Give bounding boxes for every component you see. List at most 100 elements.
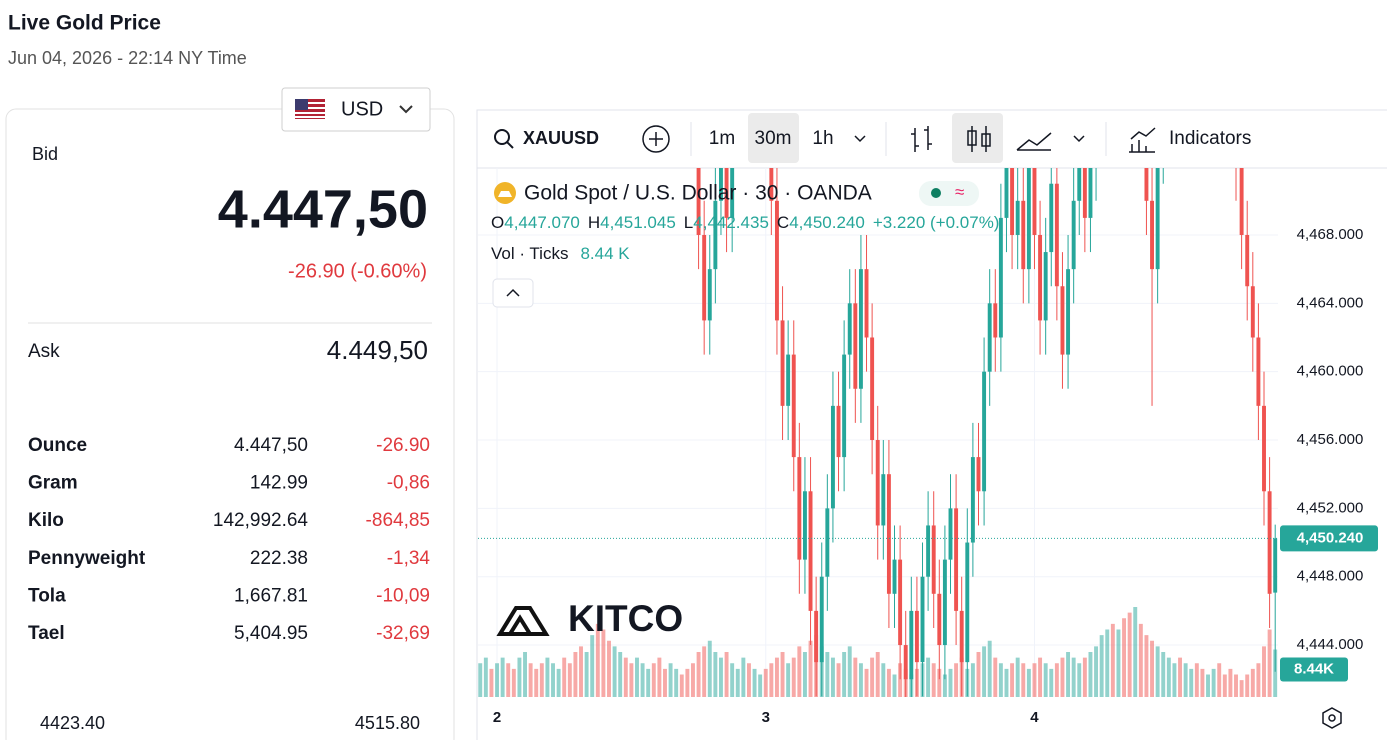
compare-button[interactable]: [642, 125, 670, 153]
unit-change: -864,85: [366, 510, 430, 531]
range-high: 4515.80: [355, 713, 420, 733]
ohlc-value: 4,451.045: [600, 213, 676, 232]
bid-change: -26.90 (-0.60%): [288, 260, 427, 282]
volume-bar: [1211, 668, 1216, 697]
candle-body: [646, 0, 650, 13]
interval-button[interactable]: 1h: [812, 128, 833, 149]
volume-bar: [489, 668, 494, 697]
unit-name: Gram: [28, 473, 78, 494]
volume-bar: [1082, 657, 1087, 697]
volume-bar: [830, 657, 835, 697]
last-price-label: 4,450.240: [1297, 529, 1364, 546]
volume-bar: [668, 663, 673, 697]
ohlc-value: 4,450.240: [789, 213, 865, 232]
volume-bar: [618, 652, 623, 697]
volume-bar: [483, 657, 488, 697]
interval-button[interactable]: 1m: [709, 128, 735, 149]
volume-bar: [864, 668, 869, 697]
chart-type-button[interactable]: [1016, 132, 1085, 151]
volume-bar: [607, 640, 611, 697]
candle-body: [1077, 168, 1082, 201]
y-tick-label: 4,452.000: [1297, 499, 1364, 516]
candle-body: [764, 0, 768, 81]
y-tick-label: 4,464.000: [1297, 294, 1364, 311]
volume-bar: [663, 668, 667, 697]
candle-body: [836, 405, 841, 458]
volume-bar: [937, 668, 942, 697]
interval-button[interactable]: 30m: [755, 128, 792, 149]
candle-body: [808, 491, 813, 611]
collapse-button[interactable]: [492, 278, 534, 308]
candle-body: [948, 508, 953, 560]
candle-body: [601, 13, 605, 81]
volume-bar: [825, 652, 830, 697]
candle-body: [512, 0, 516, 30]
gold-bar-icon: [498, 191, 512, 197]
indicators-button[interactable]: Indicators: [1129, 127, 1251, 153]
candle-body: [489, 13, 493, 81]
volume-bar: [685, 668, 690, 697]
volume-legend: Vol · Ticks 8.44 K: [491, 244, 630, 263]
volume-bar: [1222, 674, 1227, 697]
volume-bar: [500, 657, 505, 697]
collapse-chevron: [506, 288, 520, 297]
y-tick-label: 4,460.000: [1297, 363, 1364, 380]
candle-body: [1032, 168, 1037, 235]
symbol-search[interactable]: XAUUSD: [494, 128, 599, 149]
candle-style-button[interactable]: [967, 126, 991, 152]
candle-body: [534, 0, 538, 13]
candle-body: [1150, 200, 1154, 270]
volume-bar: [1015, 657, 1020, 697]
unit-price: 4.447,50: [234, 435, 308, 456]
candle-body: [802, 491, 807, 560]
ohlc-legend: O4,447.070 H4,451.045 L4,442.435 C4,450.240…: [491, 213, 999, 232]
candle-body: [1060, 286, 1065, 355]
candle-body: [747, 13, 751, 98]
candle-body: [875, 440, 880, 526]
candle-body: [769, 168, 774, 201]
volume-bar: [1256, 663, 1261, 697]
candle-body: [517, 0, 521, 30]
interval-menu[interactable]: [854, 135, 866, 143]
candle-body: [1021, 200, 1026, 270]
candle-body: [1111, 0, 1115, 47]
indicators-label[interactable]: Indicators: [1169, 128, 1251, 149]
volume-bar: [657, 657, 662, 697]
volume-bar: [1144, 635, 1149, 697]
currency-label[interactable]: USD: [341, 98, 383, 120]
symbol[interactable]: XAUUSD: [523, 128, 599, 148]
volume-bar: [1183, 663, 1188, 697]
volume-bar: [1200, 668, 1205, 697]
candle-body: [1144, 168, 1149, 201]
candle-body: [1206, 0, 1210, 30]
candle-body: [1223, 0, 1227, 47]
candle-body: [1043, 252, 1048, 321]
last-price-tag: [1280, 525, 1378, 552]
volume-bar: [1077, 663, 1082, 697]
candle-body: [959, 610, 964, 663]
candle-body: [1245, 234, 1250, 287]
candle-body: [926, 525, 931, 577]
currency-select[interactable]: USD: [281, 87, 431, 132]
volume-bar: [746, 663, 751, 697]
currency-box[interactable]: [281, 87, 431, 132]
volume-bar: [562, 657, 567, 697]
candle-body: [713, 200, 718, 270]
volume-bar: [892, 674, 897, 697]
page-title: Live Gold Price: [8, 12, 161, 35]
bar-style-button[interactable]: [911, 126, 932, 152]
candle-body: [730, 168, 735, 218]
volume-bar: [573, 652, 578, 697]
candle-body: [618, 0, 622, 30]
candle-body: [864, 269, 869, 338]
candle-body: [1010, 168, 1015, 235]
candle-body: [987, 303, 992, 372]
volume-bar: [1021, 663, 1026, 697]
candle-body: [998, 217, 1003, 338]
volume-bar: [539, 663, 544, 697]
volume-bar: [1026, 668, 1031, 697]
volume-bar: [808, 640, 813, 697]
settings-button[interactable]: [1322, 707, 1342, 729]
candle-body: [1133, 30, 1137, 81]
candle-body: [758, 0, 762, 47]
